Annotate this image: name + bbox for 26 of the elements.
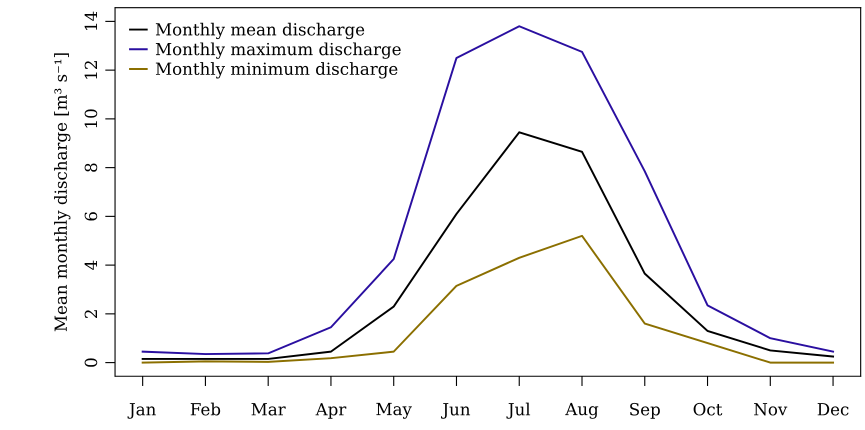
x-tick-label: Mar: [252, 403, 286, 416]
x-tick-label: Jun: [441, 403, 470, 419]
y-tick-label: 2: [84, 310, 97, 318]
x-tick-label: Apr: [316, 403, 346, 419]
x-tick-label: Oct: [694, 402, 722, 416]
y-axis-title: Mean monthly discharge [m³ s⁻¹]: [54, 53, 70, 332]
y-tick-label: 0: [84, 358, 98, 367]
x-tick-label: May: [376, 402, 412, 419]
y-tick-label: 8: [84, 163, 98, 172]
y-tick-label: 4: [84, 260, 97, 270]
line-series: [142, 234, 834, 364]
y-tick-label: 10: [84, 109, 98, 128]
y-tick-label: 14: [84, 12, 97, 30]
y-tick-label: 6: [84, 212, 98, 221]
line-series: [142, 131, 834, 360]
x-tick-label: Aug: [565, 402, 598, 419]
legend-label: Monthly minimum discharge: [156, 62, 398, 79]
x-tick-label: Nov: [754, 403, 788, 416]
legend-label: Monthly mean discharge: [156, 22, 364, 40]
x-tick-label: Jan: [128, 403, 156, 419]
x-tick-label: Feb: [190, 402, 220, 416]
legend-label: Monthly maximum discharge: [156, 42, 401, 59]
x-tick-label: Jul: [506, 402, 530, 419]
y-tick-label: 12: [84, 61, 97, 79]
x-tick-label: Sep: [630, 402, 660, 419]
x-tick-label: Dec: [818, 403, 849, 416]
